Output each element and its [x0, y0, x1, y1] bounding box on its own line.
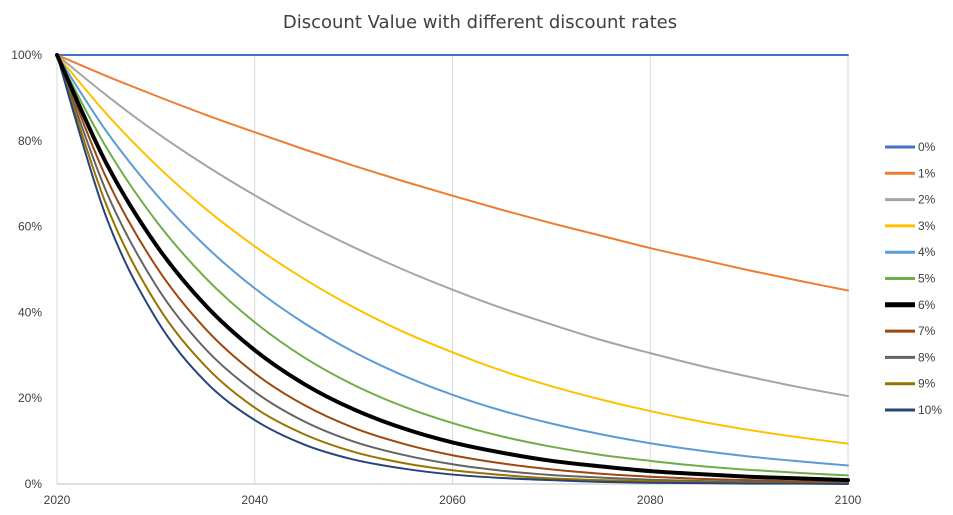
y-tick-label: 40%: [18, 305, 42, 319]
series-line-8pct: [56, 54, 849, 485]
legend-label: 9%: [918, 377, 936, 391]
series-line-3pct: [56, 54, 849, 445]
legend-label: 3%: [918, 219, 936, 233]
legend: 0% 1% 2% 3% 4% 5% 6% 7% 8% 9% 10%: [885, 140, 942, 417]
y-tick-label: 100%: [11, 48, 42, 62]
legend-label: 6%: [918, 298, 936, 312]
y-tick-label: 60%: [18, 220, 42, 234]
series-line-1pct: [56, 54, 849, 292]
axes: 0% 20% 40% 60% 80% 100% 2020 2040 2060 2080 2100: [11, 48, 861, 507]
series-line-4pct: [56, 54, 849, 467]
series-line-6pct: [55, 53, 850, 483]
series-line-5pct: [56, 54, 849, 477]
legend-label: 7%: [918, 324, 936, 338]
gridlines: [56, 55, 849, 484]
x-tick-label: 2100: [835, 493, 862, 507]
legend-label: 2%: [918, 193, 936, 207]
y-tick-label: 0%: [25, 477, 43, 491]
y-tick-label: 80%: [18, 134, 42, 148]
chart-title: Discount Value with different discount r…: [283, 12, 677, 33]
series-lines: [55, 53, 850, 485]
legend-label: 10%: [918, 403, 942, 417]
legend-label: 8%: [918, 350, 936, 364]
x-tick-label: 2020: [44, 493, 71, 507]
legend-label: 0%: [918, 140, 936, 154]
y-tick-label: 20%: [18, 391, 42, 405]
series-line-10pct: [56, 54, 849, 485]
series-line-7pct: [56, 54, 849, 484]
x-tick-label: 2040: [241, 493, 268, 507]
x-tick-label: 2060: [439, 493, 466, 507]
series-line-2pct: [56, 54, 849, 398]
legend-label: 5%: [918, 272, 936, 286]
legend-label: 1%: [918, 166, 936, 180]
x-tick-label: 2080: [637, 493, 664, 507]
legend-label: 4%: [918, 245, 936, 259]
